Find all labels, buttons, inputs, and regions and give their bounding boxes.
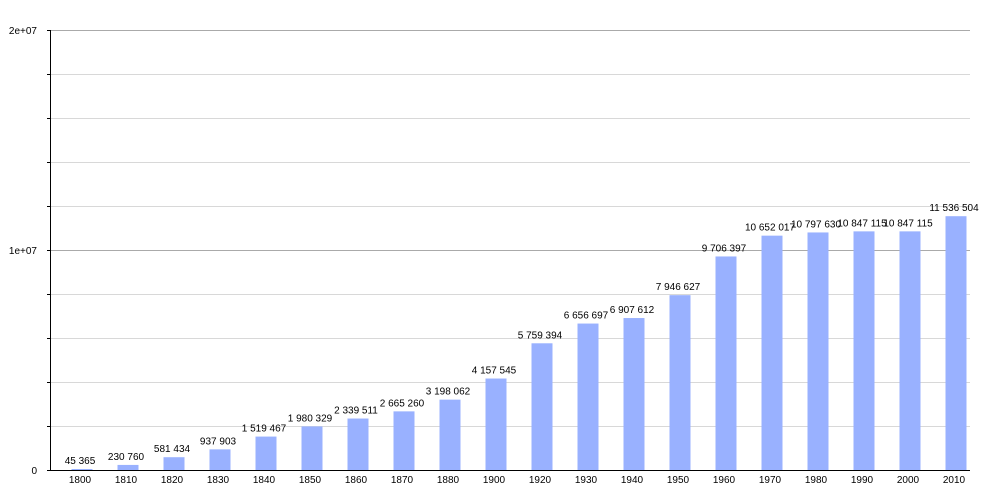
x-tick-label: 1850 xyxy=(299,475,322,486)
x-tick-label: 1940 xyxy=(621,475,644,486)
x-tick-label: 1980 xyxy=(805,475,828,486)
bar-1800 xyxy=(71,469,93,470)
data-label: 5 759 394 xyxy=(518,330,563,341)
x-tick-label: 1880 xyxy=(437,475,460,486)
data-label: 230 760 xyxy=(108,452,145,463)
x-tick-label: 1870 xyxy=(391,475,414,486)
data-label: 10 847 115 xyxy=(837,218,887,229)
data-label: 10 847 115 xyxy=(883,218,933,229)
bar-1900 xyxy=(485,378,507,470)
data-label: 10 797 630 xyxy=(791,219,841,230)
x-tick-label: 1950 xyxy=(667,475,690,486)
bar-1840 xyxy=(255,436,277,470)
data-label: 45 365 xyxy=(65,456,96,467)
data-label: 937 903 xyxy=(200,436,237,447)
bar-1940 xyxy=(623,318,645,470)
x-tick-label: 1830 xyxy=(207,475,230,486)
bar-2010 xyxy=(945,216,967,470)
data-label: 9 706 397 xyxy=(702,243,747,254)
x-tick-label: 1860 xyxy=(345,475,368,486)
bar-1950 xyxy=(669,295,691,470)
y-tick-label: 2e+07 xyxy=(9,26,38,37)
data-label: 1 980 329 xyxy=(288,413,333,424)
bar-1980 xyxy=(807,232,829,470)
bar-1810 xyxy=(117,464,139,470)
data-label: 10 652 017 xyxy=(745,223,795,234)
bar-1960 xyxy=(715,256,737,470)
x-tick-label: 1990 xyxy=(851,475,874,486)
data-label: 6 656 697 xyxy=(564,311,609,322)
data-label: 2 339 511 xyxy=(334,406,378,417)
y-tick-label: 1e+07 xyxy=(9,246,38,257)
x-tick-label: 1920 xyxy=(529,475,552,486)
x-tick-label: 1930 xyxy=(575,475,598,486)
bar-1860 xyxy=(347,418,369,470)
data-label: 6 907 612 xyxy=(610,305,655,316)
bar-1990 xyxy=(853,231,875,470)
x-tick-label: 1820 xyxy=(161,475,184,486)
x-tick-label: 1810 xyxy=(115,475,138,486)
bar-1880 xyxy=(439,399,461,470)
x-tick-label: 2010 xyxy=(943,475,966,486)
x-tick-label: 1960 xyxy=(713,475,736,486)
x-tick-label: 1900 xyxy=(483,475,506,486)
data-label: 581 434 xyxy=(154,444,191,455)
bar-1870 xyxy=(393,411,415,470)
data-label: 2 665 260 xyxy=(380,398,425,409)
x-tick-label: 1800 xyxy=(69,475,92,486)
data-label: 4 157 545 xyxy=(472,366,517,377)
bar-1850 xyxy=(301,426,323,470)
x-tick-label: 1840 xyxy=(253,475,276,486)
bar-1920 xyxy=(531,343,553,470)
x-tick-label: 2000 xyxy=(897,475,920,486)
bar-1820 xyxy=(163,457,185,470)
bar-1970 xyxy=(761,235,783,470)
bar-2000 xyxy=(899,231,921,470)
data-label: 7 946 627 xyxy=(656,282,701,293)
bar-1930 xyxy=(577,323,599,470)
bar-1830 xyxy=(209,449,231,470)
data-label: 11 536 504 xyxy=(929,203,979,214)
x-tick-label: 1970 xyxy=(759,475,782,486)
data-label: 1 519 467 xyxy=(242,424,287,435)
data-label: 3 198 062 xyxy=(426,387,471,398)
y-tick-label: 0 xyxy=(31,466,37,477)
